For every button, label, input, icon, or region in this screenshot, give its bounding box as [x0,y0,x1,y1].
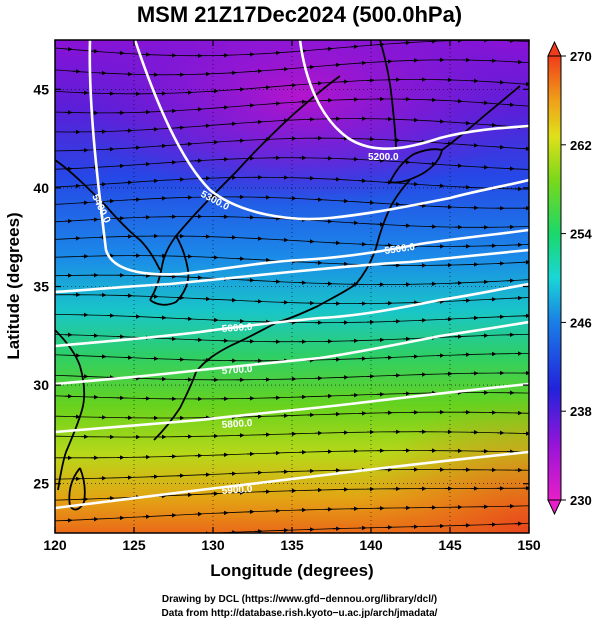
colorbar-tick-label: 230 [570,493,592,508]
y-axis-title: Latitude (degrees) [4,212,23,359]
x-tick-label: 145 [438,537,462,553]
x-tick-label: 135 [280,537,304,553]
wind-arrow [350,44,359,49]
colorbar-tick-label: 254 [570,227,592,242]
colorbar-tick-label: 270 [570,49,592,64]
graticule [55,40,529,533]
credits: Drawing by DCL (https://www.gfd−dennou.o… [0,593,599,621]
credits-data-source: Data from http://database.rish.kyoto−u.a… [161,608,438,619]
wind-arrow [324,46,333,52]
streamline [55,98,529,114]
x-tick-label: 130 [201,537,225,553]
x-tick-label: 150 [517,537,541,553]
x-tick-label: 125 [122,537,146,553]
contour-5500-line [55,248,529,294]
x-tick-label: 120 [43,537,67,553]
x-tick-label: 140 [359,537,383,553]
coastline-japan [195,179,411,373]
y-tick-label: 30 [33,377,49,393]
y-tick-label: 35 [33,279,49,295]
contour-label-5900: 5900.0 [221,484,253,497]
coastline-sakhalin [379,40,397,151]
contour-5800-line [55,382,529,434]
coastline-ryukyu [153,371,197,441]
chart-title: MSM 21Z17Dec2024 (500.0hPa) [136,2,463,27]
colorbar-scale [547,55,562,501]
y-tick-label: 45 [33,81,49,97]
contour-label-5700: 5700.0 [221,364,253,377]
coastline-taiwan [68,467,86,511]
y-tick-label: 40 [33,180,49,196]
contour-5900-line [55,450,529,510]
x-axis: 120 125 130 135 140 145 150 [43,40,541,553]
height-contours [55,40,529,510]
colorbar: 230 238 246 254 262 270 [547,40,592,516]
colorbar-lower-triangle [547,499,562,516]
colorbar-upper-triangle [547,40,562,57]
contour-5300-line [133,40,529,221]
coastline-korea [149,234,190,306]
coastlines [55,40,521,511]
y-tick-label: 25 [33,476,49,492]
colorbar-tick-label: 262 [570,138,592,153]
coastline-china-manchuria [55,159,161,271]
contour-label-5800: 5800.0 [221,418,253,431]
contour-label-5500: 5500.0 [384,242,416,257]
coastline-kurils [441,85,521,151]
contour-5400-line [88,40,529,276]
contour-5700-line [55,320,529,386]
contour-5200-line [298,40,529,150]
colorbar-tick-label: 246 [570,315,592,330]
credits-drawing: Drawing by DCL (https://www.gfd−dennou.o… [161,594,438,605]
contour-label-5200: 5200.0 [368,152,399,163]
coastline-china-east [55,329,86,491]
streamline [208,522,529,533]
wind-arrow [64,46,73,52]
x-axis-title: Longitude (degrees) [210,561,373,580]
colorbar-tick-label: 238 [570,404,592,419]
contour-5600-line [55,282,529,348]
y-axis: 25 30 35 40 45 [33,81,529,492]
contour-label-5600: 5600.0 [221,322,253,335]
